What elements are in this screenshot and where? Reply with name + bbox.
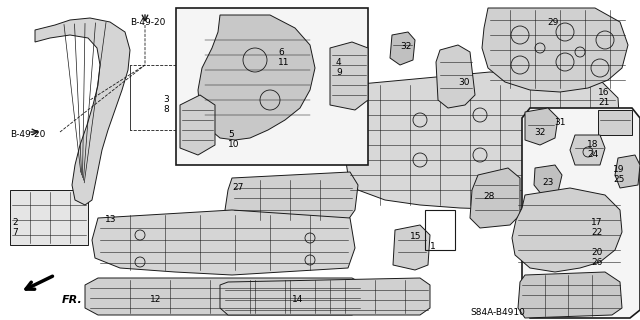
Text: 26: 26 [591, 258, 602, 267]
Polygon shape [512, 188, 622, 272]
Polygon shape [522, 108, 640, 318]
Text: 24: 24 [587, 150, 598, 159]
Polygon shape [92, 210, 355, 275]
Polygon shape [220, 278, 430, 315]
Polygon shape [470, 168, 520, 228]
Text: 29: 29 [547, 18, 558, 27]
Text: 27: 27 [232, 183, 243, 192]
Text: B-49-20: B-49-20 [130, 18, 165, 27]
Text: 22: 22 [591, 228, 602, 237]
Bar [425, 210, 455, 250]
Text: 8: 8 [163, 105, 169, 114]
Text: 28: 28 [483, 192, 494, 201]
Text: 19: 19 [613, 165, 625, 174]
Text: 16: 16 [598, 88, 609, 97]
Polygon shape [393, 225, 430, 270]
Text: FR.: FR. [62, 295, 83, 305]
Text: 11: 11 [278, 58, 289, 67]
Polygon shape [570, 135, 605, 165]
Polygon shape [35, 18, 130, 205]
Text: 17: 17 [591, 218, 602, 227]
Text: B-49-20: B-49-20 [10, 130, 45, 139]
Text: 25: 25 [613, 175, 625, 184]
Polygon shape [85, 278, 365, 315]
Text: 31: 31 [554, 118, 566, 127]
Text: 5: 5 [228, 130, 234, 139]
Text: 14: 14 [292, 295, 304, 304]
Text: 12: 12 [150, 295, 161, 304]
Text: 15: 15 [410, 232, 422, 241]
Text: 7: 7 [12, 228, 18, 237]
Text: 3: 3 [163, 95, 169, 104]
Polygon shape [534, 165, 562, 195]
Text: 4: 4 [336, 58, 342, 67]
Text: 23: 23 [542, 178, 554, 187]
Text: 21: 21 [598, 98, 609, 107]
Polygon shape [180, 95, 215, 155]
Text: 1: 1 [430, 242, 436, 251]
Polygon shape [330, 42, 368, 110]
Text: 20: 20 [591, 248, 602, 257]
Polygon shape [525, 108, 558, 145]
Text: 32: 32 [400, 42, 412, 51]
Polygon shape [345, 72, 620, 210]
Polygon shape [10, 190, 88, 245]
Text: S84A-B4910: S84A-B4910 [470, 308, 525, 317]
Text: 10: 10 [228, 140, 239, 149]
Polygon shape [436, 45, 475, 108]
Polygon shape [176, 8, 368, 165]
Text: 13: 13 [105, 215, 116, 224]
Polygon shape [518, 272, 622, 318]
Polygon shape [615, 155, 640, 188]
Polygon shape [225, 172, 358, 222]
Text: 30: 30 [458, 78, 470, 87]
Polygon shape [198, 15, 315, 140]
Text: 6: 6 [278, 48, 284, 57]
Text: 9: 9 [336, 68, 342, 77]
Text: 2: 2 [12, 218, 18, 227]
Text: 32: 32 [534, 128, 545, 137]
Polygon shape [598, 110, 632, 135]
Polygon shape [482, 8, 628, 92]
Polygon shape [390, 32, 415, 65]
Text: 18: 18 [587, 140, 598, 149]
